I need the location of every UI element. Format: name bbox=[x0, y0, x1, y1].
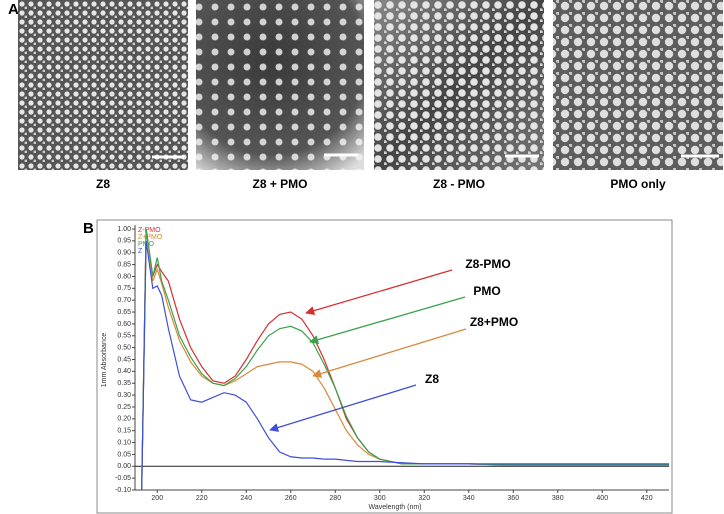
y-tick-label: 0.75 bbox=[117, 285, 131, 292]
panel-label: A bbox=[8, 1, 19, 18]
y-tick-label: 0.15 bbox=[117, 428, 131, 435]
y-tick-label: 0.30 bbox=[117, 392, 131, 399]
x-tick-label: 220 bbox=[196, 495, 208, 502]
legend-entry: Z+PMO bbox=[138, 234, 163, 241]
y-tick-label: 0.65 bbox=[117, 309, 131, 316]
micrograph-label: Z8 - PMO bbox=[433, 177, 485, 191]
y-tick-label: 0.55 bbox=[117, 333, 131, 340]
x-tick-label: 240 bbox=[240, 495, 252, 502]
x-tick-label: 320 bbox=[418, 495, 430, 502]
micrograph-label: PMO only bbox=[610, 177, 666, 191]
y-tick-label: 0.05 bbox=[117, 451, 131, 458]
x-tick-label: 200 bbox=[151, 495, 163, 502]
chart-frame bbox=[96, 219, 673, 514]
x-tick-label: 360 bbox=[507, 495, 519, 502]
legend-entry: Z-PMO bbox=[138, 227, 161, 234]
micrograph-label: Z8 bbox=[96, 177, 110, 191]
annotation-arrow bbox=[309, 296, 466, 345]
y-tick-label: 0.90 bbox=[117, 250, 131, 257]
y-tick-label: -0.10 bbox=[115, 487, 131, 494]
annotation: Z8-PMO bbox=[465, 257, 510, 271]
x-tick-label: 400 bbox=[596, 495, 608, 502]
y-tick-label: 0.10 bbox=[117, 439, 131, 446]
x-tick-label: 300 bbox=[374, 495, 386, 502]
y-tick-label: 0.85 bbox=[117, 261, 131, 268]
micrograph bbox=[18, 0, 188, 170]
micrograph bbox=[374, 0, 544, 170]
x-tick-label: 420 bbox=[641, 495, 653, 502]
panel-label: B bbox=[83, 220, 94, 237]
y-tick-label: 1.00 bbox=[117, 226, 131, 233]
x-tick-label: 340 bbox=[463, 495, 475, 502]
y-tick-label: 0.00 bbox=[117, 463, 131, 470]
y-tick-label: 0.50 bbox=[117, 344, 131, 351]
y-tick-label: 0.70 bbox=[117, 297, 131, 304]
y-tick-label: 0.40 bbox=[117, 368, 131, 375]
x-tick-label: 280 bbox=[329, 495, 341, 502]
y-tick-label: 0.95 bbox=[117, 238, 131, 245]
y-tick-label: 0.60 bbox=[117, 321, 131, 328]
series-line bbox=[141, 240, 669, 491]
annotation: Z8 bbox=[425, 372, 439, 386]
y-tick-label: 0.35 bbox=[117, 380, 131, 387]
y-tick-label: 0.45 bbox=[117, 356, 131, 363]
annotation: Z8+PMO bbox=[470, 315, 518, 329]
x-tick-label: 260 bbox=[285, 495, 297, 502]
y-tick-label: -0.05 bbox=[115, 475, 131, 482]
y-tick-label: 0.25 bbox=[117, 404, 131, 411]
micrograph bbox=[553, 0, 723, 170]
y-axis-label: 1mm Absorbance bbox=[101, 333, 108, 388]
annotation-arrow bbox=[312, 328, 467, 378]
annotation-arrow bbox=[305, 269, 453, 316]
y-tick-label: 0.20 bbox=[117, 416, 131, 423]
x-axis-label: Wavelength (nm) bbox=[368, 504, 421, 511]
micrograph bbox=[196, 0, 364, 170]
y-tick-label: 0.80 bbox=[117, 273, 131, 280]
annotation: PMO bbox=[473, 284, 500, 298]
annotation-arrow bbox=[269, 384, 417, 432]
micrograph-label: Z8 + PMO bbox=[252, 177, 307, 191]
x-tick-label: 380 bbox=[552, 495, 564, 502]
legend-entry: Z bbox=[138, 248, 143, 255]
